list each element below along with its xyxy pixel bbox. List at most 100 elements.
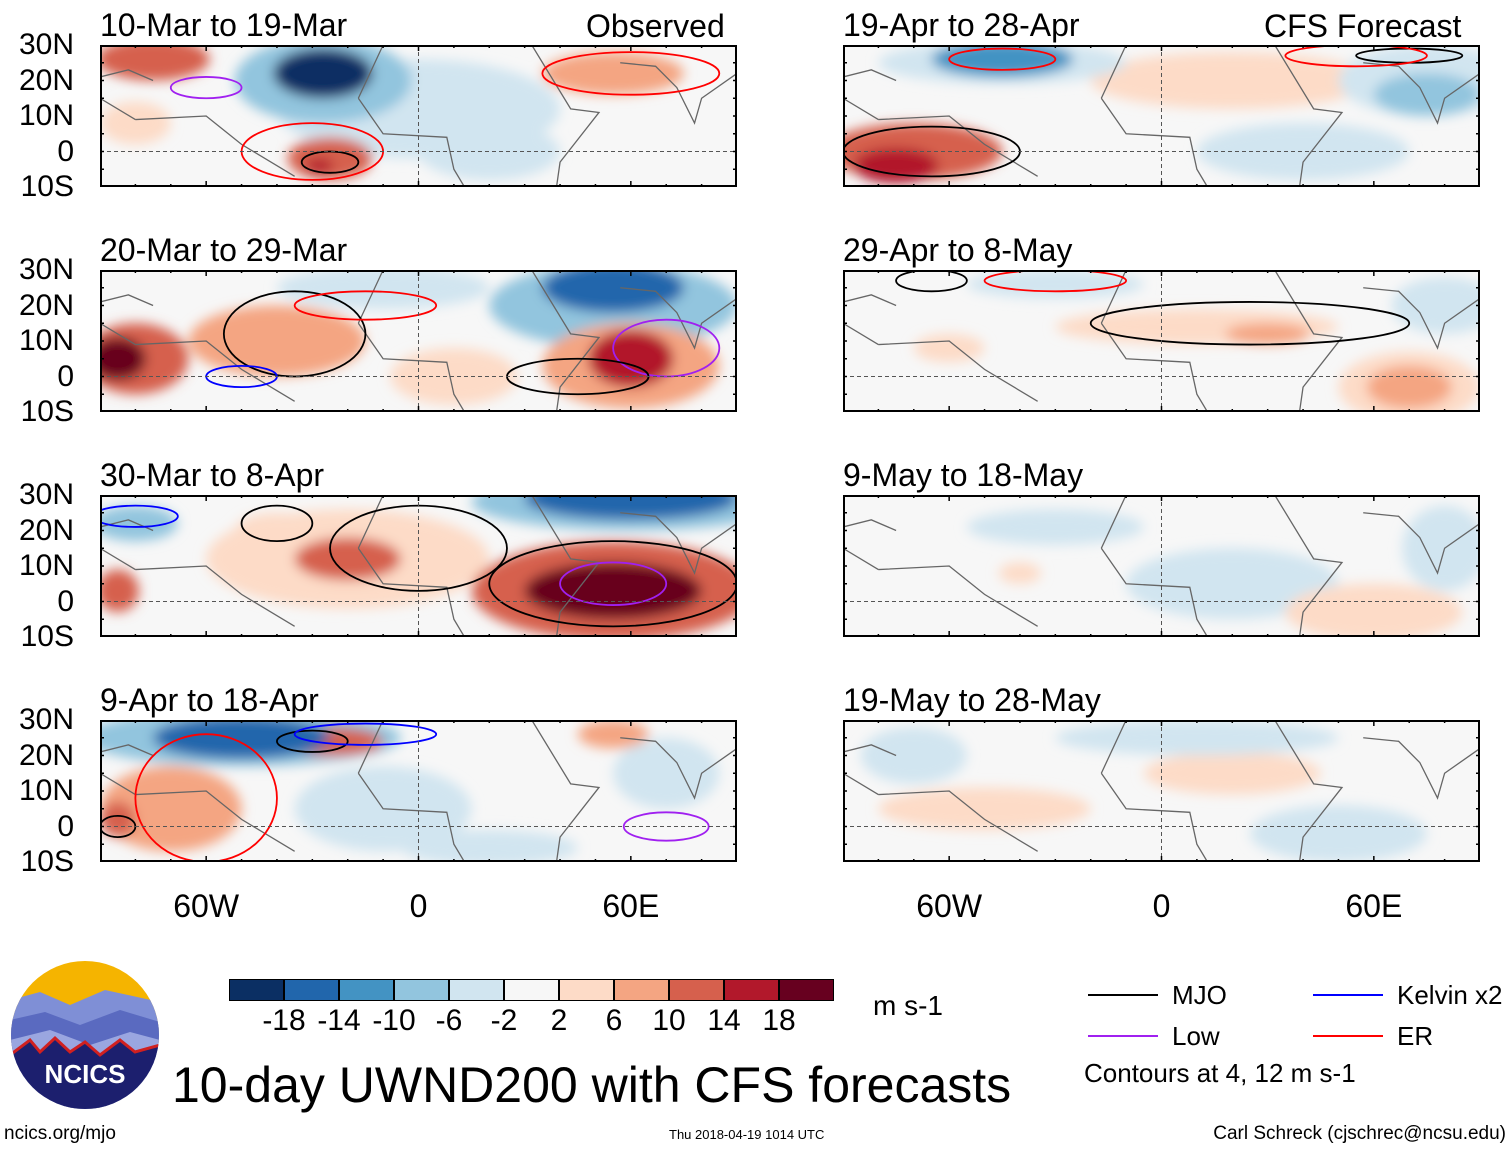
colorbar-label: -6 xyxy=(435,1004,463,1037)
coastline xyxy=(100,270,737,412)
mjo-contour xyxy=(240,504,314,543)
wind-anomaly-shading xyxy=(1366,365,1452,409)
figure-title: 10-day UWND200 with CFS forecasts xyxy=(172,1057,1012,1113)
colorbar-swatch xyxy=(559,979,614,1001)
wind-anomaly-shading xyxy=(931,45,1074,77)
mjo-contour xyxy=(895,270,968,293)
legend-line xyxy=(1313,994,1383,996)
colorbar-swatch xyxy=(724,979,779,1001)
wind-anomaly-shading xyxy=(100,101,171,145)
colorbar-label: 10 xyxy=(652,1004,686,1037)
mjo-contour xyxy=(1089,301,1411,346)
wind-anomaly-shading xyxy=(588,330,674,388)
panel-frame xyxy=(843,495,1480,637)
wind-anomaly-shading xyxy=(276,270,490,310)
map-panel xyxy=(843,45,1480,187)
lat-tick-label: 20N xyxy=(18,738,74,772)
colorbar-label: 6 xyxy=(605,1004,623,1037)
lat-tick-label: 10N xyxy=(18,324,74,357)
wind-anomaly-shading xyxy=(524,495,737,520)
er-contour xyxy=(948,47,1057,71)
lon-tick-label: 60E xyxy=(1345,888,1403,924)
coastline xyxy=(100,45,737,187)
panel-frame xyxy=(100,495,737,637)
map-panel xyxy=(100,720,737,862)
colorbar-swatch xyxy=(504,979,559,1001)
wind-anomaly-shading xyxy=(1249,805,1427,862)
logo-text: NCICS xyxy=(45,1059,126,1089)
coastline xyxy=(100,720,737,862)
mjo-contour xyxy=(222,290,367,378)
footer-url: ncics.org/mjo xyxy=(4,1123,116,1144)
wind-anomaly-shading xyxy=(860,727,967,784)
map-panel xyxy=(843,720,1480,862)
colorbar-swatch xyxy=(284,979,339,1001)
colorbar-label: -2 xyxy=(490,1004,518,1037)
lat-tick-label: 20N xyxy=(18,63,74,97)
er-contour xyxy=(134,733,278,862)
colorbar-label: 2 xyxy=(550,1004,568,1037)
kelvin-contour xyxy=(100,504,179,528)
legend-label: ER xyxy=(1397,1021,1434,1051)
legend-line xyxy=(1088,1035,1158,1037)
mjo-contour xyxy=(276,729,349,753)
lat-tick-label: 30N xyxy=(18,478,74,511)
wind-anomaly-shading xyxy=(273,48,373,99)
low-contour xyxy=(559,561,668,606)
colorbar-swatch xyxy=(449,979,504,1001)
legend-label: Low xyxy=(1172,1021,1220,1051)
lat-tick-label: 10N xyxy=(18,774,74,807)
panel-title: 19-Apr to 28-Apr xyxy=(843,7,1080,43)
lat-tick-label: 30N xyxy=(18,703,74,736)
map-panel xyxy=(100,45,737,187)
panel-frame xyxy=(100,720,737,862)
wind-anomaly-shading xyxy=(1055,720,1339,756)
wind-anomaly-shading xyxy=(1285,583,1463,637)
coastline xyxy=(843,495,1480,637)
kelvin-contour xyxy=(293,722,438,746)
lat-tick-label: 20N xyxy=(18,513,74,547)
lat-tick-label: 20N xyxy=(18,288,74,322)
lon-tick-label: 60W xyxy=(916,888,983,924)
wind-anomaly-shading xyxy=(1143,751,1321,795)
cfs-forecast-label: CFS Forecast xyxy=(1264,8,1462,44)
wind-anomaly-shading xyxy=(542,52,684,95)
panel-title: 29-Apr to 8-May xyxy=(843,232,1073,268)
panel-title: 9-Apr to 18-Apr xyxy=(100,682,319,718)
lat-tick-label: 0 xyxy=(57,359,74,393)
lat-tick-label: 0 xyxy=(57,134,74,168)
colorbar-swatch xyxy=(229,979,284,1001)
panel-title: 20-Mar to 29-Mar xyxy=(100,232,348,268)
wind-anomaly-shading xyxy=(1402,505,1480,591)
wind-anomaly-shading xyxy=(1225,323,1311,345)
panel-frame xyxy=(100,270,737,412)
panel-title: 19-May to 28-May xyxy=(843,682,1101,718)
low-contour xyxy=(622,811,710,842)
lat-tick-label: 0 xyxy=(57,809,74,843)
legend-label: Kelvin x2 xyxy=(1397,980,1503,1010)
lat-tick-label: 10S xyxy=(20,395,74,428)
wind-anomaly-shading xyxy=(100,337,146,381)
panel-frame xyxy=(843,720,1480,862)
low-contour xyxy=(612,318,721,378)
contour-note: Contours at 4, 12 m s-1 xyxy=(1084,1058,1356,1088)
mjo-contour xyxy=(300,150,360,174)
wind-anomaly-shading xyxy=(913,333,985,363)
panel-frame xyxy=(843,45,1480,187)
colorbar-units: m s-1 xyxy=(873,990,943,1021)
wind-anomaly-shading xyxy=(853,147,939,184)
lat-tick-label: 0 xyxy=(57,584,74,618)
coastline xyxy=(843,45,1480,187)
colorbar-label: 14 xyxy=(707,1004,741,1037)
wind-anomaly-shading xyxy=(966,270,1144,299)
colorbar-label: 18 xyxy=(762,1004,796,1037)
legend-label: MJO xyxy=(1172,980,1227,1010)
wind-anomaly-shading xyxy=(100,801,136,838)
lat-tick-label: 10S xyxy=(20,620,74,653)
map-panel xyxy=(843,495,1480,637)
wind-anomaly-shading xyxy=(100,45,210,81)
wind-anomaly-shading xyxy=(577,720,649,749)
colorbar-label: -18 xyxy=(262,1004,306,1037)
lon-tick-label: 60E xyxy=(602,888,660,924)
